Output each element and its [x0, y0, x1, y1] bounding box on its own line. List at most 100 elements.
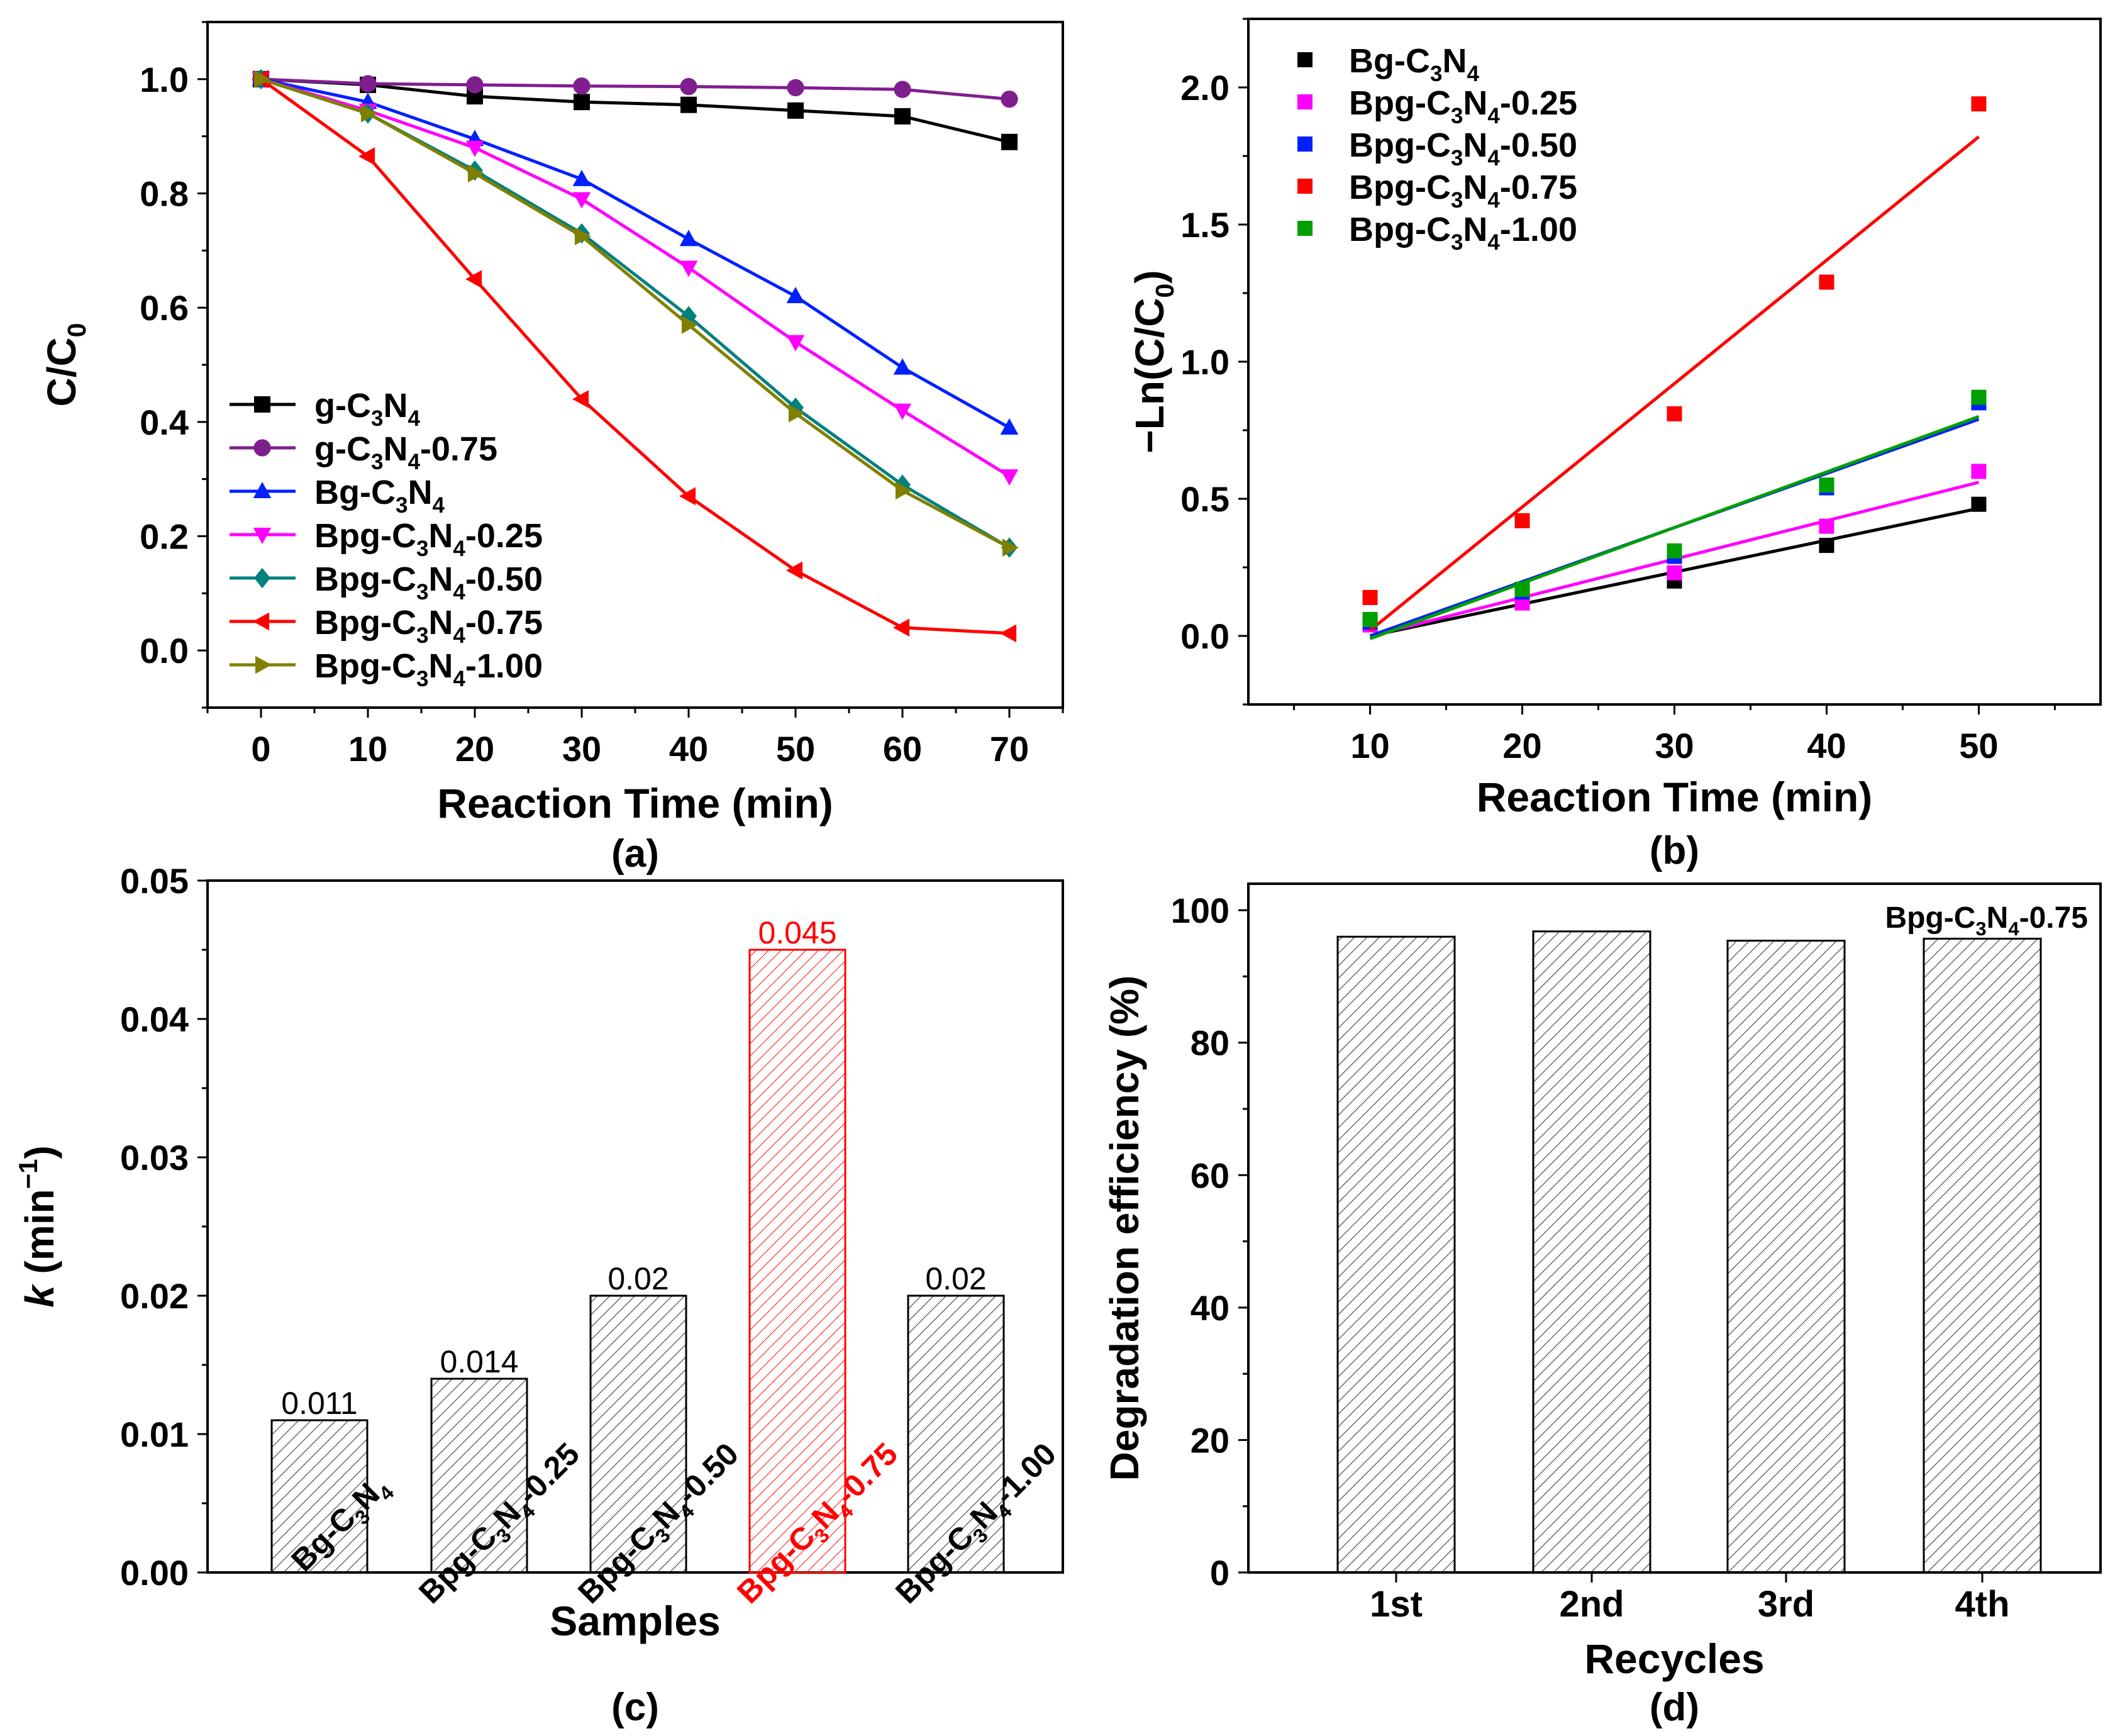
legend: Bg-C3​N4​Bpg-C3​N4​-0.25Bpg-C3​N4​-0.50B…	[1297, 42, 1577, 255]
text-run: N	[1463, 211, 1487, 248]
series-line	[260, 77, 1011, 549]
text-run: N	[428, 647, 453, 685]
subscript: 4	[1467, 62, 1479, 86]
legend-label: Bpg-C3​N4​-0.25	[1349, 84, 1577, 128]
text-run: g-C	[314, 387, 371, 425]
text-run: -1.00	[465, 647, 543, 685]
subscript: 3	[1451, 230, 1463, 255]
data-point	[680, 96, 697, 113]
text-run: Bpg-C	[1349, 211, 1451, 248]
panel-d-recycle-bars: 0 20 40 60 80 100 1st 2nd 3rd 4th Recycles Degradat…	[1102, 882, 2102, 1729]
series-line	[260, 77, 1010, 635]
legend-marker	[254, 396, 270, 413]
y-axis-title: Degradation efficiency (%)	[1102, 976, 1147, 1481]
data-point	[1971, 96, 1987, 112]
y-tick-label: 0.02	[120, 1276, 189, 1316]
subscript: 3	[1451, 104, 1463, 128]
text-run: N	[1442, 42, 1467, 80]
x-tick-label: 50	[1959, 726, 1998, 765]
legend-label: Bpg-C3​N4​-0.75	[314, 604, 543, 648]
series-Bpg-C3N4-1.00	[1362, 389, 1987, 640]
bar	[1726, 940, 1846, 1574]
x-tick-label: 4th	[1955, 1584, 2010, 1625]
data-point	[572, 390, 589, 408]
x-tick-label: 0	[251, 729, 270, 769]
data-point	[465, 270, 482, 289]
panel-a-line-chart: 0 10 20 30 40 50 60 700.00.20.40.60.81.0Reactio…	[39, 21, 1064, 876]
unit-text: (min	[17, 1189, 62, 1285]
text-run: N	[383, 430, 408, 468]
bar	[1532, 930, 1651, 1574]
x-tick-label: 2nd	[1559, 1584, 1624, 1625]
bar-value-label: 0.011	[281, 1386, 357, 1421]
subscript: 3	[1451, 146, 1463, 170]
y-tick-label: 0.6	[140, 288, 189, 328]
data-point	[786, 287, 805, 304]
subscript: 4	[1487, 104, 1500, 128]
fit-line	[1369, 415, 1980, 640]
legend-label: g-C3​N4​-0.75	[314, 430, 497, 474]
x-tick-label: 30	[1655, 726, 1694, 765]
bar-value-label: 0.02	[608, 1261, 669, 1296]
legend-label: Bg-C3​N4​	[314, 474, 445, 518]
series-line	[260, 77, 1011, 478]
panel-c-rate-constant-bars: 0.00 0.01 0.02 0.03 0.04 0.05 Samples k (min−1)…	[13, 861, 1064, 1729]
data-point	[681, 316, 698, 334]
series-Bpg-C3N4-0.75	[252, 70, 1017, 643]
data-point	[574, 94, 590, 111]
data-point	[894, 108, 911, 125]
text-run: -0.75	[1500, 169, 1577, 206]
text-run: Bpg-C	[1349, 126, 1451, 164]
subscript: 3	[396, 493, 408, 518]
bar	[1336, 935, 1456, 1574]
data-point	[1514, 581, 1530, 597]
legend-marker	[253, 612, 270, 631]
y-tick-label: 0.2	[140, 517, 189, 557]
data-point	[358, 147, 375, 165]
subscript: 4	[1487, 146, 1500, 170]
data-point	[786, 335, 805, 352]
y-tick-label: 0.04	[120, 999, 189, 1039]
y-tick-label: 1.0	[140, 60, 189, 99]
bar	[430, 1377, 528, 1574]
data-point	[1001, 90, 1018, 108]
text-run: N	[1463, 169, 1487, 206]
data-point	[1667, 565, 1682, 581]
bar-group: 3rd	[1726, 940, 1846, 1625]
bar	[1923, 937, 2042, 1574]
x-axis-title: Samples	[550, 1598, 720, 1644]
y-tick-label: 0.0	[140, 631, 189, 670]
text-run: )	[1127, 270, 1172, 283]
subscript: 3	[416, 580, 428, 604]
x-axis-title: Recycles	[1584, 1635, 1764, 1682]
panel-label: (c)	[611, 1686, 659, 1729]
data-point	[894, 81, 911, 98]
text-run: g-C	[314, 430, 371, 468]
text-run: N	[1463, 84, 1487, 122]
y-tick-label: 0.5	[1180, 479, 1229, 519]
data-point	[574, 227, 591, 245]
text-run: Bpg-C	[314, 604, 416, 642]
y-tick-label: 20	[1190, 1420, 1229, 1460]
legend-label: g-C3​N4​	[314, 387, 420, 431]
data-point	[1667, 406, 1682, 421]
bar-group: 1st	[1336, 935, 1456, 1625]
text-run: -0.25	[465, 517, 543, 555]
data-point	[1819, 518, 1834, 534]
legend-label: Bpg-C3​N4​-1.00	[314, 647, 543, 691]
series-line	[260, 77, 1011, 430]
subscript: 0	[62, 323, 91, 337]
data-point	[572, 169, 591, 186]
data-point	[359, 75, 377, 92]
x-tick-label: 30	[562, 729, 601, 769]
x-axis-title: Reaction Time (min)	[1477, 774, 1873, 820]
data-point	[680, 77, 697, 96]
subscript: 3	[416, 537, 428, 561]
data-point	[253, 70, 270, 89]
subscript: 3	[1451, 188, 1463, 213]
x-tick-label: 10	[348, 729, 387, 769]
text-run: -0.75	[420, 430, 497, 468]
y-axis-title: k (min−1)	[13, 1145, 62, 1308]
